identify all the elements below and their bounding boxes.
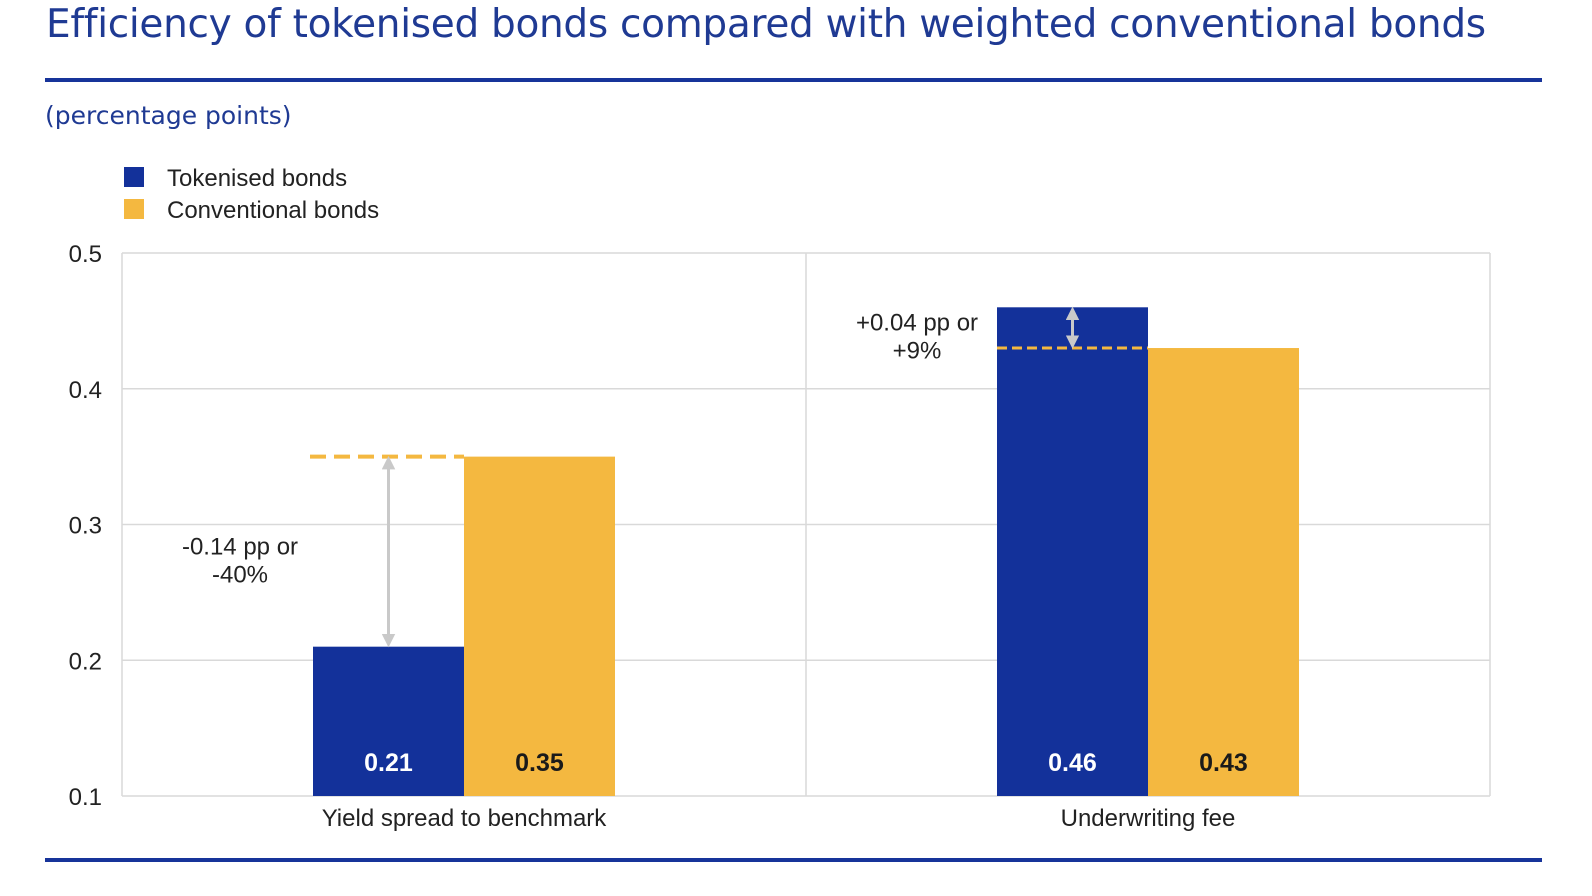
data-label: 0.43: [1199, 749, 1248, 777]
y-tick-label: 0.3: [69, 513, 102, 540]
y-tick-label: 0.4: [69, 377, 102, 404]
annotation-label: +0.04 pp or: [856, 310, 978, 337]
y-tick-label: 0.2: [69, 648, 102, 675]
x-axis: Yield spread to benchmark Underwriting fe…: [322, 805, 1236, 832]
bar: [997, 307, 1148, 796]
y-tick-label: 0.1: [69, 784, 102, 811]
chart-bars: 0.21 0.35 0.46 0.43: [313, 307, 1299, 796]
x-tick-label: Yield spread to benchmark: [322, 805, 608, 832]
chart-subtitle: (percentage points): [45, 101, 292, 130]
legend-label: Conventional bonds: [167, 197, 379, 224]
data-label: 0.46: [1048, 749, 1097, 777]
y-axis: 0.1 0.2 0.3 0.4 0.5: [69, 241, 102, 811]
annotation-label: -40%: [212, 562, 268, 589]
y-tick-label: 0.5: [69, 241, 102, 268]
footer-rule: [45, 858, 1542, 862]
bar: [1148, 348, 1299, 796]
legend-label: Tokenised bonds: [167, 165, 347, 192]
annotation-label: -0.14 pp or: [182, 534, 298, 561]
bar: [313, 646, 464, 796]
annotation-label: +9%: [893, 338, 942, 365]
data-label: 0.21: [364, 749, 413, 777]
legend-swatch: [124, 199, 144, 219]
x-tick-label: Underwriting fee: [1061, 805, 1236, 832]
chart-title: Efficiency of tokenised bonds compared w…: [46, 2, 1486, 47]
title-rule: [45, 78, 1542, 82]
bar: [464, 456, 615, 796]
legend-swatch: [124, 167, 144, 187]
chart-annotations: -0.14 pp or-40% +0.04 pp or+9%: [182, 306, 1148, 648]
data-label: 0.35: [515, 749, 564, 777]
chart-legend: Tokenised bonds Conventional bonds: [124, 165, 379, 224]
